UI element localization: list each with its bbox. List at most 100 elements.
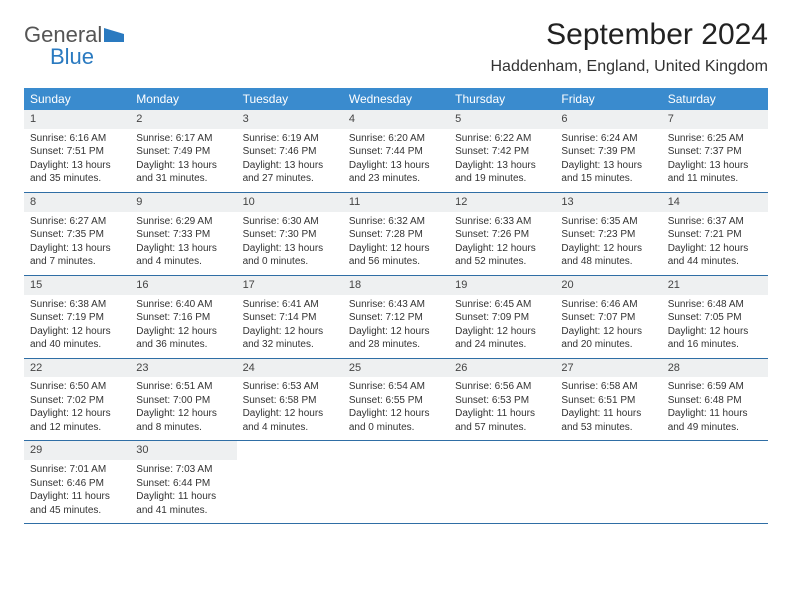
day-cell: 6Sunrise: 6:24 AMSunset: 7:39 PMDaylight… <box>555 110 661 192</box>
day-cell: 10Sunrise: 6:30 AMSunset: 7:30 PMDayligh… <box>237 193 343 275</box>
day-number: 30 <box>130 441 236 460</box>
logo-line1-wrap: General <box>24 24 124 46</box>
day-line: Daylight: 13 hours <box>668 159 762 173</box>
day-line: Sunrise: 6:51 AM <box>136 380 230 394</box>
day-line: Sunset: 7:44 PM <box>349 145 443 159</box>
day-line: and 20 minutes. <box>561 338 655 352</box>
day-line: Sunset: 7:35 PM <box>30 228 124 242</box>
day-line: Sunrise: 6:54 AM <box>349 380 443 394</box>
day-line: and 23 minutes. <box>349 172 443 186</box>
day-line: Sunrise: 6:37 AM <box>668 215 762 229</box>
day-line: Sunset: 7:46 PM <box>243 145 337 159</box>
day-line: Sunrise: 6:40 AM <box>136 298 230 312</box>
day-cell: 9Sunrise: 6:29 AMSunset: 7:33 PMDaylight… <box>130 193 236 275</box>
day-line: Sunrise: 6:25 AM <box>668 132 762 146</box>
day-cell: 13Sunrise: 6:35 AMSunset: 7:23 PMDayligh… <box>555 193 661 275</box>
day-cell: 3Sunrise: 6:19 AMSunset: 7:46 PMDaylight… <box>237 110 343 192</box>
day-line: Sunrise: 6:38 AM <box>30 298 124 312</box>
day-line: Sunrise: 6:46 AM <box>561 298 655 312</box>
day-line: and 44 minutes. <box>668 255 762 269</box>
dow-cell: Sunday <box>24 88 130 110</box>
day-line: and 11 minutes. <box>668 172 762 186</box>
day-line: Sunset: 7:14 PM <box>243 311 337 325</box>
day-line: and 52 minutes. <box>455 255 549 269</box>
logo-flag-icon <box>104 24 124 46</box>
dow-cell: Monday <box>130 88 236 110</box>
day-line: Daylight: 11 hours <box>455 407 549 421</box>
day-cell <box>237 441 343 523</box>
day-line: Sunset: 7:30 PM <box>243 228 337 242</box>
day-line: and 45 minutes. <box>30 504 124 518</box>
day-number: 10 <box>237 193 343 212</box>
day-line: Sunrise: 6:50 AM <box>30 380 124 394</box>
day-line: Daylight: 12 hours <box>349 242 443 256</box>
day-cell: 8Sunrise: 6:27 AMSunset: 7:35 PMDaylight… <box>24 193 130 275</box>
day-line: Sunrise: 7:01 AM <box>30 463 124 477</box>
day-line: Sunset: 6:51 PM <box>561 394 655 408</box>
day-cell: 23Sunrise: 6:51 AMSunset: 7:00 PMDayligh… <box>130 359 236 441</box>
day-line: and 12 minutes. <box>30 421 124 435</box>
day-line: Daylight: 13 hours <box>243 242 337 256</box>
day-number: 15 <box>24 276 130 295</box>
day-number: 18 <box>343 276 449 295</box>
day-line: Daylight: 13 hours <box>561 159 655 173</box>
day-line: Daylight: 11 hours <box>136 490 230 504</box>
day-line: Sunset: 7:19 PM <box>30 311 124 325</box>
day-number: 9 <box>130 193 236 212</box>
day-line: and 40 minutes. <box>30 338 124 352</box>
day-cell: 25 Sunrise: 6:54 AMSunset: 6:55 PMDayligh… <box>343 359 449 441</box>
day-line: and 28 minutes. <box>349 338 443 352</box>
day-line: Sunrise: 6:16 AM <box>30 132 124 146</box>
page-header: General Blue September 2024 Haddenham, E… <box>24 18 768 76</box>
week-row: 29Sunrise: 7:01 AMSunset: 6:46 PMDayligh… <box>24 441 768 524</box>
day-number: 28 <box>662 359 768 378</box>
day-line: Daylight: 13 hours <box>136 159 230 173</box>
day-number: 3 <box>237 110 343 129</box>
day-line: Sunrise: 6:58 AM <box>561 380 655 394</box>
day-number: 2 <box>130 110 236 129</box>
day-line: and 35 minutes. <box>30 172 124 186</box>
day-line: Sunset: 7:16 PM <box>136 311 230 325</box>
day-line: Daylight: 12 hours <box>136 407 230 421</box>
day-cell <box>662 441 768 523</box>
day-number: 21 <box>662 276 768 295</box>
day-line: Sunset: 6:53 PM <box>455 394 549 408</box>
day-number: 11 <box>343 193 449 212</box>
day-line: Sunrise: 6:45 AM <box>455 298 549 312</box>
month-title: September 2024 <box>490 18 768 52</box>
day-line: Sunrise: 6:56 AM <box>455 380 549 394</box>
day-cell: 5Sunrise: 6:22 AMSunset: 7:42 PMDaylight… <box>449 110 555 192</box>
day-line: and 36 minutes. <box>136 338 230 352</box>
day-line: Sunrise: 6:32 AM <box>349 215 443 229</box>
day-line: Sunset: 6:48 PM <box>668 394 762 408</box>
day-line: Sunrise: 6:53 AM <box>243 380 337 394</box>
day-line: Sunset: 7:26 PM <box>455 228 549 242</box>
day-line: Daylight: 12 hours <box>455 242 549 256</box>
day-cell: 7Sunrise: 6:25 AMSunset: 7:37 PMDaylight… <box>662 110 768 192</box>
day-number: 4 <box>343 110 449 129</box>
day-cell: 14Sunrise: 6:37 AMSunset: 7:21 PMDayligh… <box>662 193 768 275</box>
day-line: Sunset: 6:55 PM <box>349 394 443 408</box>
day-line: Sunset: 7:12 PM <box>349 311 443 325</box>
week-row: 22Sunrise: 6:50 AMSunset: 7:02 PMDayligh… <box>24 359 768 442</box>
day-number: 1 <box>24 110 130 129</box>
day-line: and 15 minutes. <box>561 172 655 186</box>
day-cell: 2Sunrise: 6:17 AMSunset: 7:49 PMDaylight… <box>130 110 236 192</box>
day-number: 6 <box>555 110 661 129</box>
day-line: and 53 minutes. <box>561 421 655 435</box>
day-line: Daylight: 12 hours <box>30 325 124 339</box>
day-cell: 29Sunrise: 7:01 AMSunset: 6:46 PMDayligh… <box>24 441 130 523</box>
day-cell: 1Sunrise: 6:16 AMSunset: 7:51 PMDaylight… <box>24 110 130 192</box>
day-line: Daylight: 12 hours <box>349 407 443 421</box>
day-number: 22 <box>24 359 130 378</box>
day-cell: 26Sunrise: 6:56 AMSunset: 6:53 PMDayligh… <box>449 359 555 441</box>
day-line: Sunset: 6:46 PM <box>30 477 124 491</box>
day-line: Daylight: 12 hours <box>243 407 337 421</box>
day-number: 25 <box>343 359 449 378</box>
day-line: and 49 minutes. <box>668 421 762 435</box>
day-line: Sunrise: 6:29 AM <box>136 215 230 229</box>
day-cell: 28Sunrise: 6:59 AMSunset: 6:48 PMDayligh… <box>662 359 768 441</box>
day-line: Sunset: 7:23 PM <box>561 228 655 242</box>
day-line: Sunrise: 7:03 AM <box>136 463 230 477</box>
day-line: and 0 minutes. <box>243 255 337 269</box>
